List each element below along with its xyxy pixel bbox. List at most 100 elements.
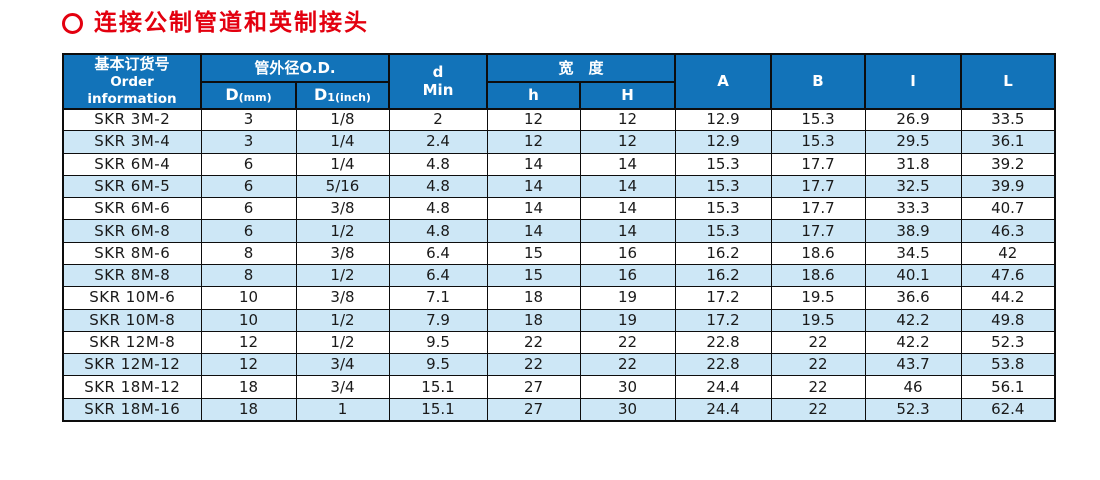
cell-b: 18.6 xyxy=(770,241,866,265)
d-min-line2: Min xyxy=(422,81,454,100)
table-row: SKR 6M-8 6 1/2 4.8 14 14 15.3 17.7 38.9 46.3 xyxy=(62,219,1056,243)
table-row: SKR 6M-4 6 1/4 4.8 14 14 15.3 17.7 31.8 39.2 xyxy=(62,152,1056,176)
cell-l: 46.3 xyxy=(960,219,1056,243)
cell-width-h-lower: 22 xyxy=(486,330,581,355)
cell-d1-inch: 1/2 xyxy=(295,263,390,288)
cell-i: 42.2 xyxy=(864,308,962,332)
cell-i: 40.1 xyxy=(864,263,962,288)
cell-l: 39.9 xyxy=(960,174,1056,199)
cell-a: 17.2 xyxy=(674,308,772,332)
header-row-sub: D(mm) D1(inch) h H xyxy=(63,81,1055,110)
cell-i: 31.8 xyxy=(864,152,962,176)
order-info-en: Order information xyxy=(87,73,177,107)
table-row: SKR 6M-5 6 5/16 4.8 14 14 15.3 17.7 32.5 39.9 xyxy=(62,174,1056,199)
cell-b: 17.7 xyxy=(770,152,866,176)
cell-d-min: 9.5 xyxy=(388,330,488,355)
cell-width-h-upper: 30 xyxy=(579,397,676,422)
table-row: SKR 3M-2 3 1/8 2 12 12 12.9 15.3 26.9 33.5 xyxy=(62,107,1056,132)
table-row: SKR 12M-8 12 1/2 9.5 22 22 22.8 22 42.2 52.3 xyxy=(62,330,1056,355)
cell-a: 15.3 xyxy=(674,174,772,199)
page-title: 连接公制管道和英制接头 xyxy=(94,10,369,36)
spec-table: 基本订货号 Order information 管外径O.D. d Min 宽 … xyxy=(62,52,1057,422)
cell-d-min: 15.1 xyxy=(388,375,488,399)
cell-a: 15.3 xyxy=(674,152,772,176)
cell-a: 24.4 xyxy=(674,397,772,422)
cell-b: 17.7 xyxy=(770,197,866,221)
cell-l: 53.8 xyxy=(960,353,1056,377)
cell-l: 44.2 xyxy=(960,286,1056,310)
table-row: SKR 8M-6 8 3/8 6.4 15 16 16.2 18.6 34.5 42 xyxy=(62,241,1056,265)
cell-d-mm: 6 xyxy=(200,152,297,176)
cell-d-mm: 6 xyxy=(200,219,297,243)
cell-a: 16.2 xyxy=(674,263,772,288)
cell-d1-inch: 1/2 xyxy=(295,219,390,243)
cell-d-mm: 3 xyxy=(200,107,297,132)
cell-width-h-lower: 15 xyxy=(486,263,581,288)
cell-d-min: 4.8 xyxy=(388,219,488,243)
cell-d1-inch: 1/2 xyxy=(295,330,390,355)
cell-d-min: 6.4 xyxy=(388,241,488,265)
cell-i: 46 xyxy=(864,375,962,399)
cell-width-h-upper: 14 xyxy=(579,174,676,199)
cell-order-no: SKR 8M-8 xyxy=(62,263,202,288)
cell-width-h-upper: 19 xyxy=(579,308,676,332)
cell-order-no: SKR 10M-6 xyxy=(62,286,202,310)
cell-a: 24.4 xyxy=(674,375,772,399)
cell-order-no: SKR 6M-4 xyxy=(62,152,202,176)
cell-d-mm: 8 xyxy=(200,263,297,288)
cell-a: 22.8 xyxy=(674,330,772,355)
d-symbol: D xyxy=(225,85,239,105)
table-row: SKR 12M-12 12 3/4 9.5 22 22 22.8 22 43.7 53.8 xyxy=(62,353,1056,377)
cell-i: 52.3 xyxy=(864,397,962,422)
cell-a: 12.9 xyxy=(674,130,772,154)
cell-b: 19.5 xyxy=(770,308,866,332)
cell-d-min: 4.8 xyxy=(388,174,488,199)
cell-width-h-upper: 16 xyxy=(579,263,676,288)
cell-b: 19.5 xyxy=(770,286,866,310)
cell-width-h-upper: 14 xyxy=(579,219,676,243)
cell-order-no: SKR 8M-6 xyxy=(62,241,202,265)
cell-d1-inch: 3/4 xyxy=(295,353,390,377)
circle-bullet-icon xyxy=(62,13,83,34)
cell-d-mm: 18 xyxy=(200,397,297,422)
cell-a: 22.8 xyxy=(674,353,772,377)
cell-d-mm: 6 xyxy=(200,197,297,221)
cell-l: 49.8 xyxy=(960,308,1056,332)
cell-i: 42.2 xyxy=(864,330,962,355)
cell-d1-inch: 5/16 xyxy=(295,174,390,199)
table-row: SKR 18M-12 18 3/4 15.1 27 30 24.4 22 46 56.1 xyxy=(62,375,1056,399)
cell-order-no: SKR 18M-16 xyxy=(62,397,202,422)
cell-width-h-lower: 27 xyxy=(486,397,581,422)
cell-d-mm: 12 xyxy=(200,330,297,355)
cell-width-h-lower: 22 xyxy=(486,353,581,377)
table-row: SKR 18M-16 18 1 15.1 27 30 24.4 22 52.3 62.4 xyxy=(62,397,1056,422)
cell-d-min: 7.1 xyxy=(388,286,488,310)
cell-b: 22 xyxy=(770,375,866,399)
cell-d-min: 2 xyxy=(388,107,488,132)
cell-d1-inch: 1/8 xyxy=(295,107,390,132)
cell-a: 17.2 xyxy=(674,286,772,310)
header-row-top: 基本订货号 Order information 管外径O.D. d Min 宽 … xyxy=(62,52,1057,110)
table-row: SKR 10M-6 10 3/8 7.1 18 19 17.2 19.5 36.6 44.2 xyxy=(62,286,1056,310)
cell-width-h-lower: 14 xyxy=(486,174,581,199)
cell-d1-inch: 3/8 xyxy=(295,286,390,310)
cell-b: 22 xyxy=(770,353,866,377)
cell-d-min: 2.4 xyxy=(388,130,488,154)
cell-b: 22 xyxy=(770,330,866,355)
cell-b: 17.7 xyxy=(770,174,866,199)
cell-d1-inch: 3/8 xyxy=(295,197,390,221)
cell-width-h-lower: 12 xyxy=(486,130,581,154)
cell-width-h-lower: 18 xyxy=(486,286,581,310)
col-header-a: A xyxy=(674,53,773,110)
cell-d1-inch: 1/4 xyxy=(295,152,390,176)
cell-l: 62.4 xyxy=(960,397,1056,422)
cell-l: 52.3 xyxy=(960,330,1056,355)
d1-unit: (inch) xyxy=(334,91,371,105)
cell-d1-inch: 3/4 xyxy=(295,375,390,399)
cell-width-h-upper: 30 xyxy=(579,375,676,399)
table-header: 基本订货号 Order information 管外径O.D. d Min 宽 … xyxy=(62,52,1057,110)
cell-d-mm: 10 xyxy=(200,308,297,332)
cell-a: 12.9 xyxy=(674,107,772,132)
cell-d-mm: 6 xyxy=(200,174,297,199)
d1-symbol: D xyxy=(314,85,328,105)
